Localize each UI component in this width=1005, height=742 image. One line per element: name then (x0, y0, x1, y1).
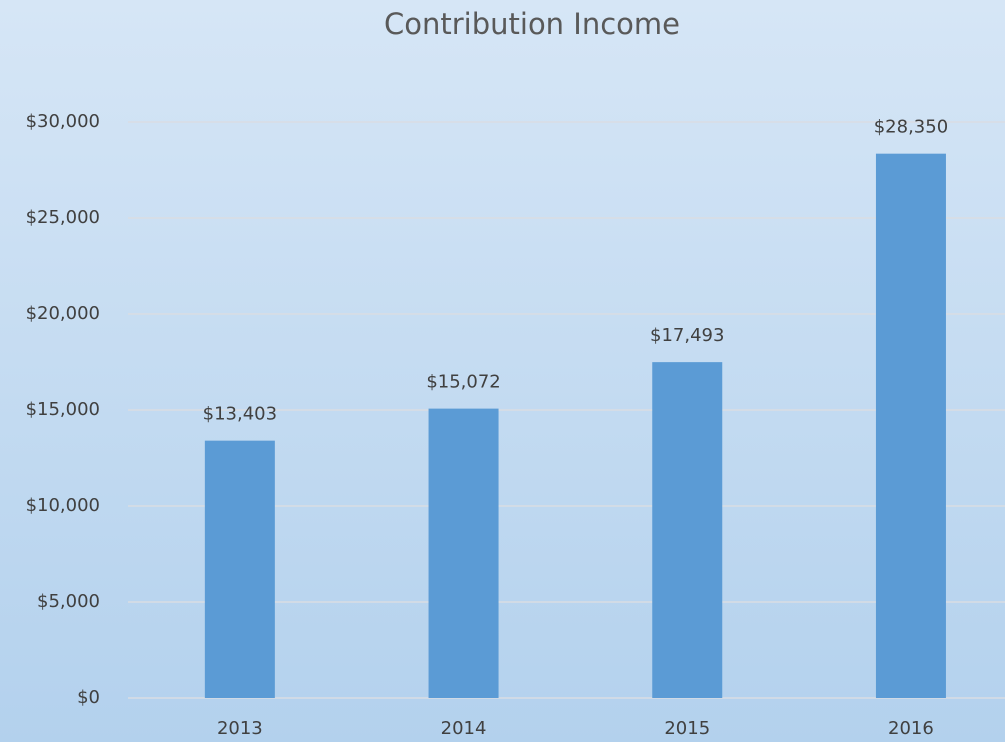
x-tick-label: 2015 (664, 718, 710, 739)
y-tick-label: $30,000 (26, 111, 100, 132)
data-label: $28,350 (874, 117, 948, 138)
bar (652, 362, 723, 698)
y-tick-label: $25,000 (26, 207, 100, 228)
x-tick-label: 2016 (888, 718, 934, 739)
x-tick-label: 2014 (441, 718, 487, 739)
chart-title: Contribution Income (384, 7, 680, 41)
y-tick-label: $10,000 (26, 495, 100, 516)
y-tick-label: $5,000 (37, 591, 100, 612)
bar (875, 153, 946, 698)
data-label: $13,403 (203, 404, 277, 425)
data-label: $15,072 (426, 372, 500, 393)
bar (428, 408, 499, 698)
y-tick-label: $15,000 (26, 399, 100, 420)
data-label: $17,493 (650, 325, 724, 346)
y-tick-label: $0 (77, 687, 100, 708)
bar (204, 440, 275, 698)
y-tick-label: $20,000 (26, 303, 100, 324)
x-tick-label: 2013 (217, 718, 263, 739)
